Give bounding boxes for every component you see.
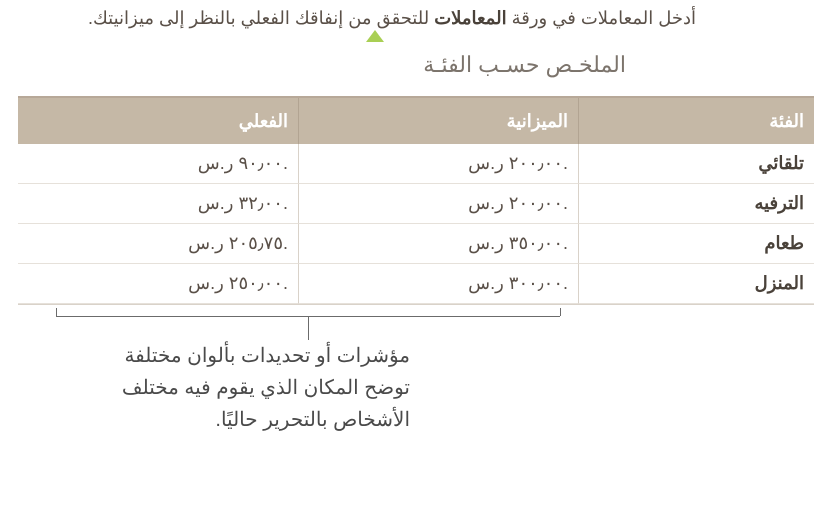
cell-budget[interactable]: ٣٥٠٫٠٠ ر.س. (298, 224, 578, 264)
instruction-bold: المعاملات (434, 8, 506, 28)
table-row: طعام ٣٥٠٫٠٠ ر.س. ٢٠٥٫٧٥ ر.س. (18, 224, 814, 264)
cell-category[interactable]: طعام (578, 224, 814, 264)
cell-category[interactable]: تلقائي (578, 144, 814, 184)
instruction-prefix: أدخل المعاملات في ورقة (507, 8, 696, 28)
table-row: تلقائي ٢٠٠٫٠٠ ر.س. ٩٠٫٠٠ ر.س. (18, 144, 814, 184)
table-header-row: الفئة الميزانية الفعلي (18, 98, 814, 144)
cell-budget[interactable]: ٣٠٠٫٠٠ ر.س. (298, 264, 578, 304)
callout-bracket-tick (56, 308, 57, 316)
header-budget: الميزانية (298, 98, 578, 144)
cell-actual[interactable]: ٣٢٫٠٠ ر.س. (18, 184, 298, 224)
cell-category[interactable]: المنزل (578, 264, 814, 304)
summary-table: الفئة الميزانية الفعلي تلقائي ٢٠٠٫٠٠ ر.س… (18, 96, 814, 305)
section-title: الملخـص حسـب الفئـة (423, 52, 626, 78)
cell-category[interactable]: الترفيه (578, 184, 814, 224)
insertion-caret-icon (366, 30, 384, 42)
header-category: الفئة (578, 98, 814, 144)
cell-actual[interactable]: ٢٥٠٫٠٠ ر.س. (18, 264, 298, 304)
table-row: المنزل ٣٠٠٫٠٠ ر.س. ٢٥٠٫٠٠ ر.س. (18, 264, 814, 304)
instruction-text: أدخل المعاملات في ورقة المعاملات للتحقق … (18, 8, 696, 29)
callout-bracket-vertical (308, 316, 309, 340)
cell-budget[interactable]: ٢٠٠٫٠٠ ر.س. (298, 144, 578, 184)
callout-text: مؤشرات أو تحديدات بألوان مختلفة توضح الم… (110, 340, 410, 436)
cell-actual[interactable]: ٢٠٥٫٧٥ ر.س. (18, 224, 298, 264)
cell-budget[interactable]: ٢٠٠٫٠٠ ر.س. (298, 184, 578, 224)
header-actual: الفعلي (18, 98, 298, 144)
instruction-suffix: للتحقق من إنفاقك الفعلي بالنظر إلى ميزان… (88, 8, 434, 28)
cell-actual[interactable]: ٩٠٫٠٠ ر.س. (18, 144, 298, 184)
callout-bracket-tick (560, 308, 561, 316)
table-row: الترفيه ٢٠٠٫٠٠ ر.س. ٣٢٫٠٠ ر.س. (18, 184, 814, 224)
